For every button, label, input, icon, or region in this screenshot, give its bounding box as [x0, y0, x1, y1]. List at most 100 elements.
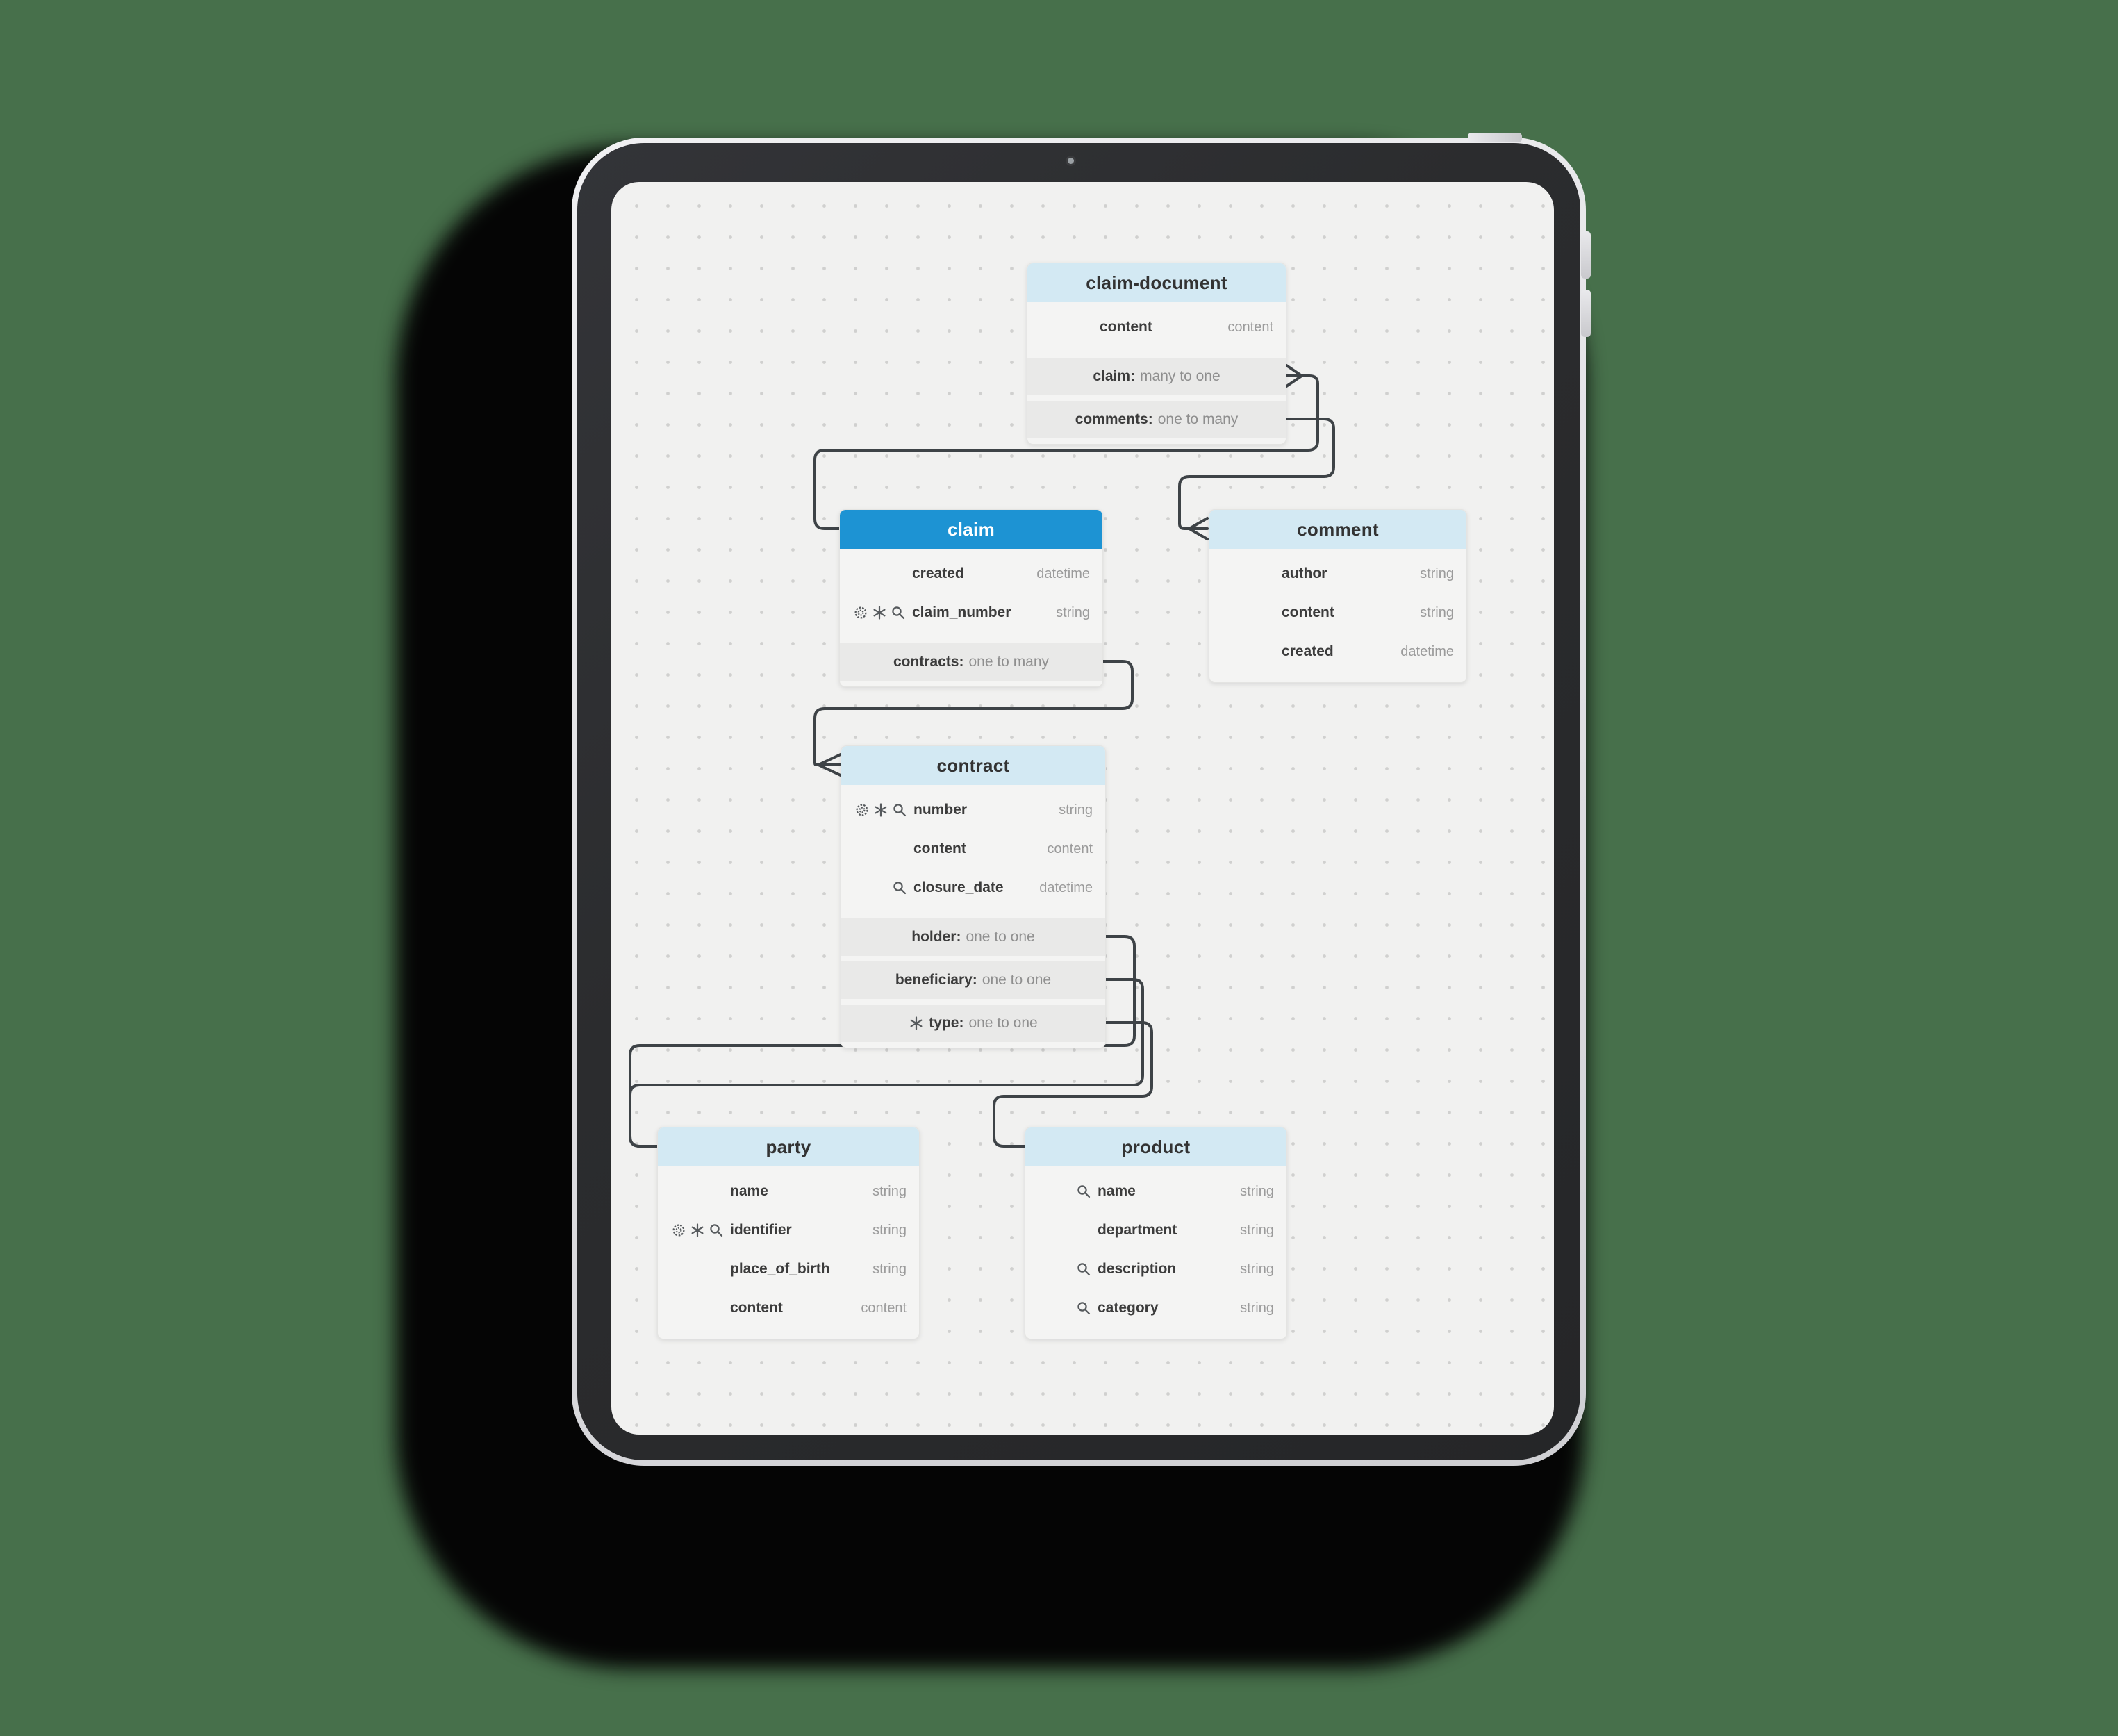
front-camera-icon [1068, 158, 1074, 164]
rel-row-type[interactable]: type: one to one [841, 1005, 1105, 1042]
relation-label: contracts: [893, 654, 964, 670]
required-icon [690, 1223, 705, 1238]
search-icon [892, 802, 907, 818]
attr-row-category[interactable]: category string [1025, 1289, 1286, 1328]
attribute-flags [1025, 1300, 1098, 1316]
relation-cardinality: one to one [968, 1015, 1038, 1031]
attr-row-created[interactable]: created datetime [1209, 632, 1466, 671]
relationship-connectors [629, 364, 1335, 1148]
attribute-type: string [1056, 604, 1090, 620]
entity-header-claim[interactable]: claim [840, 510, 1102, 549]
attr-row-content[interactable]: content string [1209, 593, 1466, 632]
entity-header-claim-document[interactable]: claim-document [1027, 263, 1286, 302]
entity-header-party[interactable]: party [658, 1127, 919, 1166]
attribute-type: datetime [1400, 643, 1454, 659]
entity-header-comment[interactable]: comment [1209, 510, 1466, 549]
entity-header-product[interactable]: product [1025, 1127, 1286, 1166]
attribute-name: content [1100, 319, 1152, 335]
rel-row-comments[interactable]: comments: one to many [1027, 401, 1286, 438]
rel-row-holder[interactable]: holder: one to one [841, 918, 1105, 956]
entity-title: claim [948, 518, 995, 540]
attr-row-name[interactable]: name string [1025, 1172, 1286, 1211]
entity-party[interactable]: party name string identifier string place_of_… [657, 1127, 920, 1339]
connector-claim-document-to-comment[interactable] [1178, 418, 1335, 530]
relation-label: beneficiary: [895, 972, 977, 988]
required-icon [909, 1016, 924, 1031]
entity-contract[interactable]: contract number string content content closur… [841, 745, 1106, 1048]
attribute-flags [841, 802, 913, 818]
attribute-flags [1025, 1262, 1098, 1277]
attr-row-author[interactable]: author string [1209, 554, 1466, 593]
app-canvas[interactable]: claim-document content content claim: many t… [611, 182, 1554, 1435]
attribute-name: description [1098, 1261, 1177, 1277]
attribute-type: string [1240, 1261, 1274, 1277]
attr-row-content[interactable]: content content [1027, 308, 1286, 347]
search-icon [709, 1223, 724, 1238]
entity-title: comment [1297, 518, 1379, 540]
required-icon [872, 605, 887, 620]
attribute-type: datetime [1036, 565, 1090, 581]
connector-claim-to-contract[interactable] [813, 660, 1134, 766]
entity-comment[interactable]: comment author string content string created d… [1209, 509, 1467, 683]
attr-row-place_of_birth[interactable]: place_of_birth string [658, 1250, 919, 1289]
entity-title: product [1121, 1136, 1191, 1157]
attr-row-content[interactable]: content content [841, 829, 1105, 868]
relation-label: type: [929, 1015, 964, 1031]
attr-row-name[interactable]: name string [658, 1172, 919, 1211]
connector-contract-type-to-product[interactable] [993, 1021, 1153, 1148]
attribute-name: content [730, 1300, 783, 1316]
power-button [1468, 133, 1522, 142]
attribute-name: name [1098, 1183, 1136, 1199]
attr-row-number[interactable]: number string [841, 791, 1105, 829]
attribute-type: string [872, 1261, 907, 1277]
attr-row-description[interactable]: description string [1025, 1250, 1286, 1289]
attr-row-created[interactable]: created datetime [840, 554, 1102, 593]
entity-claim[interactable]: claim created datetime claim_number string co… [839, 509, 1103, 687]
attribute-name: category [1098, 1300, 1159, 1316]
attr-row-claim_number[interactable]: claim_number string [840, 593, 1102, 632]
entity-header-contract[interactable]: contract [841, 746, 1105, 785]
attribute-name: author [1282, 565, 1327, 581]
volume-down-button [1581, 290, 1591, 337]
relation-cardinality: one to one [982, 972, 1052, 988]
attr-row-identifier[interactable]: identifier string [658, 1211, 919, 1250]
crowfoot-icon [1285, 364, 1303, 388]
attribute-name: department [1098, 1222, 1177, 1238]
attribute-name: closure_date [913, 879, 1004, 895]
attribute-name: created [1282, 643, 1334, 659]
attribute-name: content [1282, 604, 1334, 620]
attribute-type: string [1240, 1222, 1274, 1238]
entity-title: contract [936, 754, 1010, 776]
attr-row-closure_date[interactable]: closure_date datetime [841, 868, 1105, 907]
entity-product[interactable]: product name string department string descrip… [1025, 1127, 1287, 1339]
entity-claim-document[interactable]: claim-document content content claim: many t… [1027, 263, 1286, 445]
rel-row-beneficiary[interactable]: beneficiary: one to one [841, 961, 1105, 999]
attribute-name: content [913, 841, 966, 857]
search-icon [1076, 1262, 1091, 1277]
tablet-device: claim-document content content claim: many t… [572, 133, 1591, 1466]
relation-cardinality: one to one [966, 929, 1035, 945]
attribute-type: string [1420, 565, 1454, 581]
attribute-type: string [1240, 1183, 1274, 1199]
id-icon [854, 802, 870, 818]
rel-row-claim[interactable]: claim: many to one [1027, 358, 1286, 395]
rel-row-contracts[interactable]: contracts: one to many [840, 643, 1102, 681]
connector-contract-beneficiary-to-party[interactable] [629, 978, 1144, 1148]
attribute-type: string [872, 1222, 907, 1238]
attribute-flags [1025, 1184, 1098, 1199]
attribute-name: name [730, 1183, 768, 1199]
attr-row-content[interactable]: content content [658, 1289, 919, 1328]
attribute-flags [841, 880, 913, 895]
attribute-type: content [1227, 319, 1273, 335]
relation-cardinality: many to one [1140, 368, 1221, 384]
entity-title: party [766, 1136, 811, 1157]
attribute-name: identifier [730, 1222, 792, 1238]
connector-claim-document-to-claim[interactable] [813, 374, 1319, 530]
attribute-name: claim_number [912, 604, 1011, 620]
attr-row-department[interactable]: department string [1025, 1211, 1286, 1250]
attribute-type: string [1059, 802, 1093, 818]
search-icon [891, 605, 906, 620]
search-icon [1076, 1184, 1091, 1199]
attribute-flags [658, 1223, 730, 1238]
